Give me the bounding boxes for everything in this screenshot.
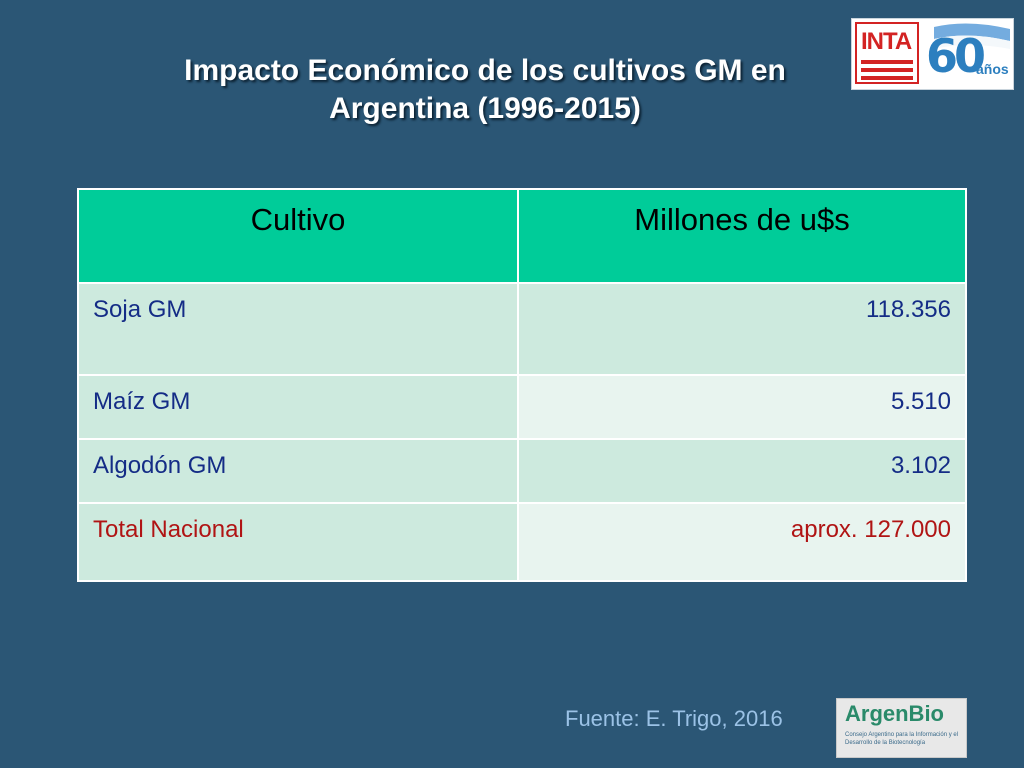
table-row: Algodón GM 3.102 [77,438,967,504]
table-row: Maíz GM 5.510 [77,374,967,440]
inta-stripe-icon [861,76,913,80]
crop-cell: Soja GM [77,282,519,376]
value-cell: 5.510 [517,374,967,440]
crop-cell: Algodón GM [77,438,519,504]
sixty-label: años [976,61,1009,77]
inta-stripe-icon [861,68,913,72]
slide-title: Impacto Económico de los cultivos GM en … [60,52,910,128]
inta-logo-text: INTA [861,28,912,55]
table-row: Soja GM 118.356 [77,282,967,376]
table-header-row: Cultivo Millones de u$s [77,188,967,284]
value-cell: 118.356 [517,282,967,376]
argenbio-subtitle: Consejo Argentino para la Información y … [845,732,959,746]
table-row-total: Total Nacional aprox. 127.000 [77,502,967,582]
slide-title-line-1: Impacto Económico de los cultivos GM en [184,54,786,87]
economic-impact-table: Cultivo Millones de u$s Soja GM 118.356 … [77,188,967,582]
header-millions: Millones de u$s [517,188,967,284]
sixty-years-logo: 60 años [924,19,1012,89]
argenbio-logo: ArgenBio Consejo Argentino para la Infor… [836,698,967,758]
value-cell: 3.102 [517,438,967,504]
argentine-flag-icon [934,23,1010,49]
inta-stripe-icon [861,60,913,64]
total-value-cell: aprox. 127.000 [517,502,967,582]
inta-logo: INTA [855,22,919,84]
total-crop-cell: Total Nacional [77,502,519,582]
slide-title-line-2: Argentina (1996-2015) [329,92,641,125]
crop-cell: Maíz GM [77,374,519,440]
header-crop: Cultivo [77,188,519,284]
sixty-number: 60 [926,29,986,83]
source-citation: Fuente: E. Trigo, 2016 [565,706,783,731]
argenbio-name: ArgenBio [845,701,944,726]
institution-logos: INTA 60 años [851,18,1014,90]
